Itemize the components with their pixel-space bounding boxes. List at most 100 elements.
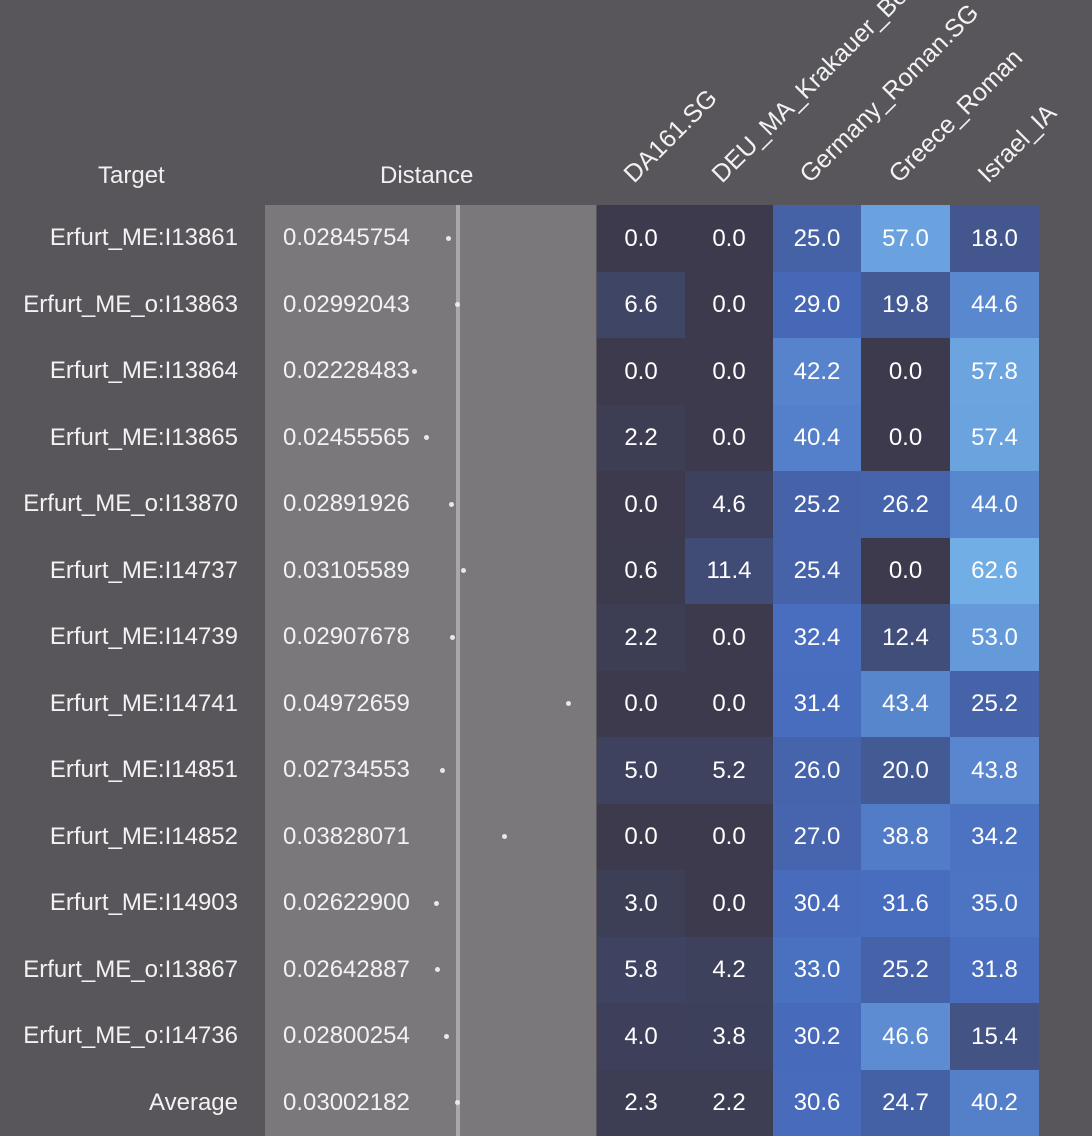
row-distance-value: 0.03002182 [283, 1088, 410, 1116]
heatmap-cell: 46.6 [861, 1003, 950, 1070]
heatmap-cell: 25.2 [861, 937, 950, 1003]
row-distance-value: 0.02455565 [283, 423, 410, 451]
heatmap-cell: 34.2 [950, 804, 1039, 870]
heatmap-cell: 0.0 [685, 604, 773, 671]
heatmap-cell: 31.4 [773, 671, 861, 737]
row-target-label: Average [149, 1088, 238, 1116]
heatmap-cell: 0.6 [597, 538, 685, 604]
distance-dot [434, 967, 440, 973]
heatmap-cell: 25.2 [950, 671, 1039, 737]
row-distance-value: 0.02734553 [283, 756, 410, 783]
heatmap-cell: 0.0 [861, 538, 950, 604]
heatmap-cell: 26.0 [773, 737, 861, 804]
row-target-label: Erfurt_ME:I14737 [49, 556, 238, 584]
heatmap-cell: 0.0 [685, 272, 773, 338]
distance-dot [455, 1100, 461, 1106]
row-distance-value: 0.03828071 [283, 822, 410, 850]
heatmap-cell: 57.0 [861, 205, 950, 272]
column-label: DA161.SG [618, 83, 723, 189]
row-distance-value: 0.02622900 [283, 889, 410, 916]
row-distance-value: 0.03105589 [283, 556, 410, 584]
heatmap-cell: 4.0 [597, 1003, 685, 1070]
heatmap-cell: 57.8 [950, 338, 1039, 405]
distance-panel [265, 205, 596, 1136]
column-label: Israel_IA [971, 98, 1062, 189]
heatmap-cell: 57.4 [950, 405, 1039, 471]
heatmap-cell: 25.0 [773, 205, 861, 272]
heatmap-cell: 44.0 [950, 471, 1039, 538]
distance-dot [449, 634, 455, 640]
heatmap-cell: 30.4 [773, 870, 861, 937]
heatmap-cell: 31.6 [861, 870, 950, 937]
row-target-label: Erfurt_ME_o:I13867 [23, 955, 238, 983]
row-distance-value: 0.02228483 [283, 357, 410, 384]
heatmap-cell: 4.6 [685, 471, 773, 538]
heatmap-cell: 0.0 [597, 671, 685, 737]
heatmap-cell: 24.7 [861, 1070, 950, 1136]
heatmap-cell: 40.2 [950, 1070, 1039, 1136]
distance-dot [440, 767, 446, 773]
heatmap-cell: 29.0 [773, 272, 861, 338]
heatmap-cell: 25.4 [773, 538, 861, 604]
row-distance-value: 0.02891926 [283, 490, 410, 517]
distance-dot [501, 834, 507, 840]
distance-dot [460, 568, 466, 574]
row-target-label: Erfurt_ME_o:I13863 [23, 290, 238, 318]
heatmap-cell: 0.0 [597, 471, 685, 538]
distance-dot [424, 435, 430, 441]
heatmap-cell: 43.8 [950, 737, 1039, 804]
row-distance-value: 0.02800254 [283, 1022, 410, 1049]
heatmap-cell: 27.0 [773, 804, 861, 870]
distance-dot [565, 701, 571, 707]
heatmap-cell: 0.0 [685, 405, 773, 471]
heatmap-cell: 30.2 [773, 1003, 861, 1070]
heatmap-cell: 2.2 [597, 405, 685, 471]
row-target-label: Erfurt_ME_o:I13870 [23, 490, 238, 517]
heatmap-cell: 38.8 [861, 804, 950, 870]
heatmap-cell: 2.2 [685, 1070, 773, 1136]
heatmap-cell: 0.0 [861, 338, 950, 405]
heatmap-cell: 35.0 [950, 870, 1039, 937]
heatmap-cell: 3.8 [685, 1003, 773, 1070]
distance-header: Distance [380, 162, 474, 189]
row-distance-value: 0.04972659 [283, 689, 410, 717]
heatmap-cell: 53.0 [950, 604, 1039, 671]
distance-dot [454, 302, 460, 308]
heatmap-cell: 5.8 [597, 937, 685, 1003]
heatmap-cell: 30.6 [773, 1070, 861, 1136]
heatmap-cell: 44.6 [950, 272, 1039, 338]
heatmap-cell: 2.3 [597, 1070, 685, 1136]
heatmap-cell: 0.0 [685, 338, 773, 405]
row-target-label: Erfurt_ME_o:I14736 [23, 1022, 238, 1049]
row-target-label: Erfurt_ME:I14851 [49, 756, 238, 783]
heatmap-cell: 18.0 [950, 205, 1039, 272]
row-target-label: Erfurt_ME:I14739 [49, 623, 238, 650]
row-target-label: Erfurt_ME:I13865 [49, 423, 238, 451]
heatmap-cell: 43.4 [861, 671, 950, 737]
heatmap-cell: 0.0 [861, 405, 950, 471]
distance-dot [443, 1033, 449, 1039]
distance-average-line [455, 205, 460, 1136]
heatmap-cell: 2.2 [597, 604, 685, 671]
row-target-label: Erfurt_ME:I14852 [49, 822, 238, 850]
distance-dot [448, 501, 454, 507]
row-target-label: Erfurt_ME:I13864 [49, 357, 238, 384]
heatmap-cell: 0.0 [597, 205, 685, 272]
heatmap-cell: 33.0 [773, 937, 861, 1003]
distance-dot [446, 235, 452, 241]
row-distance-value: 0.02845754 [283, 224, 410, 251]
heatmap-cell: 12.4 [861, 604, 950, 671]
row-target-label: Erfurt_ME:I14741 [49, 689, 238, 717]
heatmap-cell: 0.0 [685, 205, 773, 272]
heatmap-cell: 5.2 [685, 737, 773, 804]
distance-dot [411, 368, 417, 374]
row-target-label: Erfurt_ME:I13861 [49, 224, 238, 251]
row-distance-value: 0.02907678 [283, 623, 410, 650]
heatmap-cell: 40.4 [773, 405, 861, 471]
heatmap-cell: 0.0 [685, 804, 773, 870]
heatmap-cell: 6.6 [597, 272, 685, 338]
heatmap-cell: 4.2 [685, 937, 773, 1003]
row-target-label: Erfurt_ME:I14903 [49, 889, 238, 916]
heatmap-cell: 19.8 [861, 272, 950, 338]
